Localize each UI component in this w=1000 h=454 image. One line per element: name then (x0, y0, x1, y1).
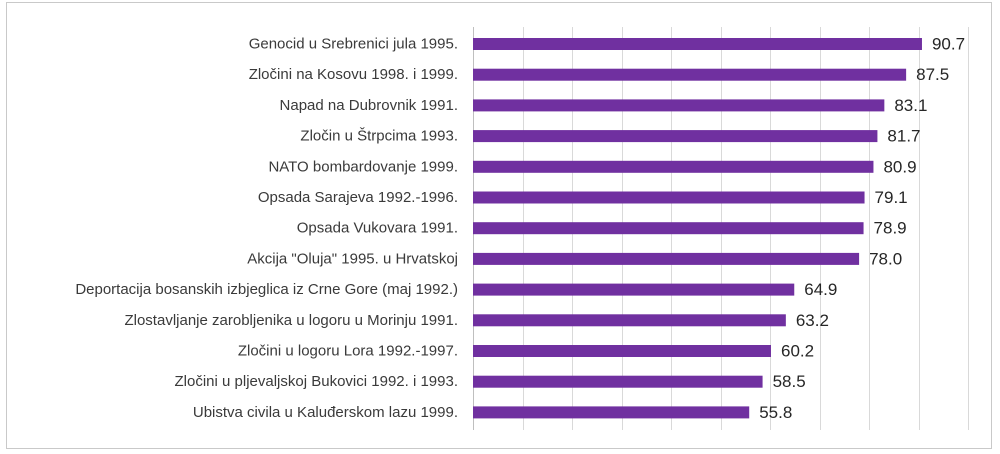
category-label: Zločini u pljevaljskoj Bukovici 1992. i … (175, 373, 458, 390)
data-label: 80.9 (883, 157, 916, 176)
category-label: Napad na Dubrovnik 1991. (280, 97, 458, 114)
data-label: 55.8 (759, 403, 792, 422)
bar (473, 314, 786, 327)
data-label: 63.2 (796, 311, 829, 330)
data-label: 60.2 (781, 342, 814, 361)
bar (473, 38, 922, 50)
category-label: Genocid u Srebrenici jula 1995. (249, 36, 458, 53)
bar (473, 191, 865, 204)
bars (473, 38, 922, 419)
category-label: Deportacija bosanskih izbjeglica iz Crne… (75, 281, 458, 298)
category-label: Zločini u logoru Lora 1992.-1997. (238, 343, 458, 360)
category-label: Akcija "Oluja" 1995. u Hrvatskoj (247, 250, 458, 267)
bar (473, 375, 763, 388)
category-label: Zlostavljanje zarobljenika u logoru u Mo… (124, 312, 458, 329)
category-labels: Genocid u Srebrenici jula 1995. Zločini n… (75, 36, 458, 421)
bar (473, 345, 771, 357)
data-label: 64.9 (804, 280, 837, 299)
bar (473, 406, 750, 419)
category-label: Opsada Sarajeva 1992.-1996. (258, 189, 458, 206)
category-label: Ubistva civila u Kaluđerskom lazu 1999. (193, 404, 458, 421)
data-label: 78.9 (874, 219, 907, 238)
category-label: NATO bombardovanje 1999. (268, 158, 458, 175)
data-label: 79.1 (875, 188, 908, 207)
bar (473, 222, 864, 235)
data-label: 90.7 (932, 35, 965, 54)
gridlines (473, 27, 969, 430)
bar (473, 130, 878, 143)
bar (473, 160, 874, 173)
bar (473, 68, 907, 81)
category-label: Zločin u Štrpcima 1993. (300, 128, 458, 145)
data-label: 87.5 (916, 65, 949, 84)
data-label: 78.0 (869, 249, 902, 268)
bar (473, 99, 885, 112)
category-label: Zločini na Kosovu 1998. i 1999. (249, 66, 458, 83)
value-labels: 90.7 87.5 83.1 81.7 80.9 79.1 78.9 78.0 64.9 63.2… (759, 35, 965, 422)
category-label: Opsada Vukovara 1991. (297, 220, 458, 237)
data-label: 81.7 (887, 127, 920, 146)
bar (473, 283, 795, 296)
data-label: 83.1 (894, 96, 927, 115)
data-label: 58.5 (773, 372, 806, 391)
bar (473, 252, 860, 265)
